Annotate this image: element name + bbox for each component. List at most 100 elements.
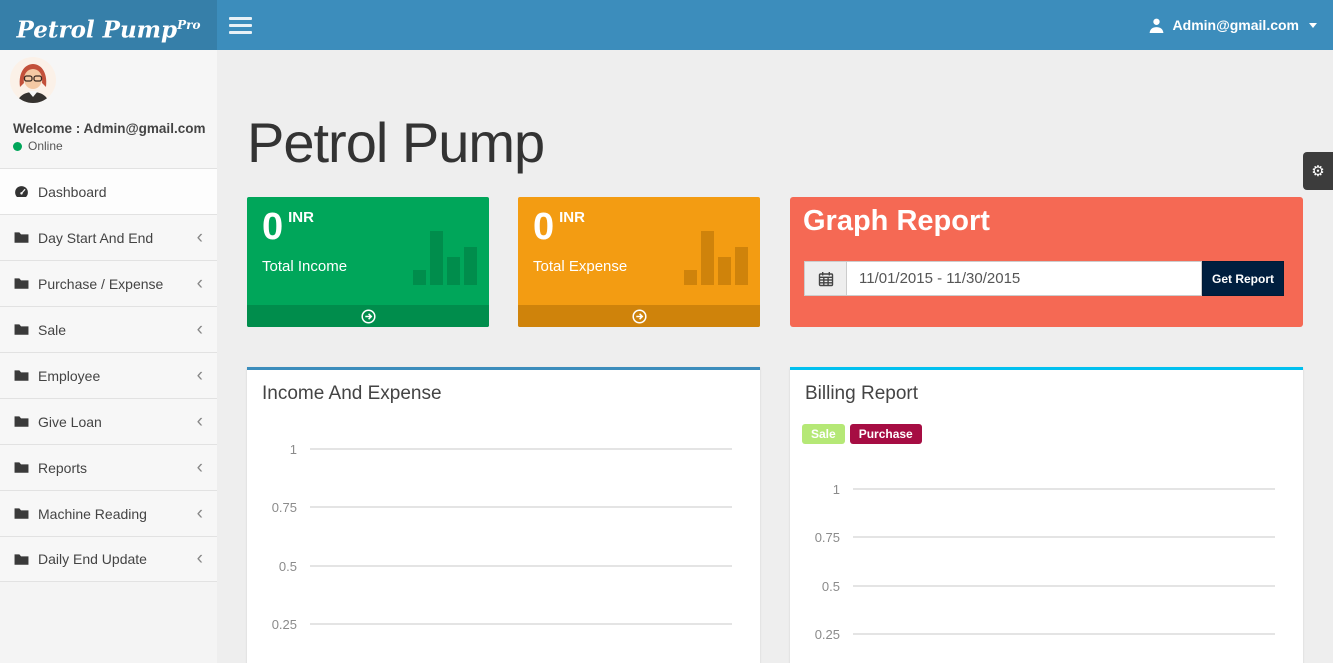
folder-icon xyxy=(14,415,38,428)
circle-arrow-right-icon xyxy=(631,308,647,324)
sidebar-item-label: Reports xyxy=(38,459,88,476)
sidebar-item-day-start-and-end[interactable]: Day Start And End ‹ xyxy=(0,214,217,260)
chevron-left-icon: ‹ xyxy=(196,502,203,524)
sidebar-item-label: Purchase / Expense xyxy=(38,275,164,292)
sidebar-item-label: Machine Reading xyxy=(38,505,147,522)
income-more-info-link[interactable] xyxy=(247,305,489,327)
expense-label: Total Expense xyxy=(533,258,628,275)
billing-report-chart-title: Billing Report xyxy=(805,383,918,404)
sidebar-item-label: Give Loan xyxy=(38,413,102,430)
gridline-row: 0.5 xyxy=(255,556,732,576)
calendar-icon xyxy=(804,261,846,296)
y-tick-label: 0.25 xyxy=(271,616,297,632)
sidebar-item-sale[interactable]: Sale ‹ xyxy=(0,306,217,352)
sidebar-item-purchase-expense[interactable]: Purchase / Expense ‹ xyxy=(0,260,217,306)
chevron-left-icon: ‹ xyxy=(196,410,203,432)
income-currency: INR xyxy=(288,209,314,226)
gear-icon: ⚙ xyxy=(1311,163,1325,180)
sidebar-item-reports[interactable]: Reports ‹ xyxy=(0,444,217,490)
brand-sup: Pro xyxy=(177,18,201,32)
sidebar-item-label: Day Start And End xyxy=(38,229,154,246)
gridline xyxy=(310,448,732,450)
folder-icon xyxy=(14,553,38,566)
gridline-row: 0.75 xyxy=(798,527,1275,547)
y-tick-label: 1 xyxy=(832,481,840,497)
gridline-row: 1 xyxy=(798,479,1275,499)
total-expense-card: 0 INR Total Expense xyxy=(518,197,760,327)
user-icon xyxy=(1148,17,1165,34)
gridline xyxy=(310,623,732,625)
gridline-row: 0.75 xyxy=(255,497,732,517)
sidebar-user-panel: Welcome : Admin@gmail.com Online xyxy=(0,50,217,168)
user-email: Admin@gmail.com xyxy=(1172,17,1299,33)
sidebar-toggle-button[interactable] xyxy=(217,0,263,50)
gridline xyxy=(310,565,732,567)
total-income-card: 0 INR Total Income xyxy=(247,197,489,327)
app-logo[interactable]: Petrol PumpPro xyxy=(0,0,217,50)
gridline xyxy=(853,488,1275,490)
graph-report-title: Graph Report xyxy=(803,205,990,237)
main-content: Petrol Pump 0 INR Total Income 0 INR Total… xyxy=(217,50,1333,663)
sidebar-item-label: Employee xyxy=(38,367,101,384)
top-navbar: Petrol PumpPro Admin@gmail.com xyxy=(0,0,1333,50)
expense-currency: INR xyxy=(559,209,585,226)
chevron-left-icon: ‹ xyxy=(196,364,203,386)
hamburger-icon xyxy=(228,16,252,20)
legend-badge-sale: Sale xyxy=(802,424,845,444)
chart-legend: Sale Purchase xyxy=(802,424,922,444)
gridline xyxy=(310,506,732,508)
folder-icon xyxy=(14,461,38,474)
gridline xyxy=(853,585,1275,587)
expense-more-info-link[interactable] xyxy=(518,305,760,327)
chevron-left-icon: ‹ xyxy=(196,226,203,248)
circle-arrow-right-icon xyxy=(360,308,376,324)
user-avatar xyxy=(10,57,56,103)
folder-icon xyxy=(14,507,38,520)
billing-report-chart-panel: Billing Report Sale Purchase 1 0.75 0.5 … xyxy=(790,367,1303,663)
sidebar-item-label: Daily End Update xyxy=(38,551,147,567)
bar-chart-icon xyxy=(413,231,477,285)
income-expense-chart-title: Income And Expense xyxy=(262,383,442,404)
settings-toggle-button[interactable]: ⚙ xyxy=(1303,152,1333,190)
gridline xyxy=(853,536,1275,538)
sidebar-item-employee[interactable]: Employee ‹ xyxy=(0,352,217,398)
welcome-text: Welcome : Admin@gmail.com xyxy=(13,121,206,136)
legend-badge-purchase: Purchase xyxy=(849,424,922,444)
brand-text: Petrol Pump xyxy=(16,16,178,44)
y-tick-label: 0.75 xyxy=(814,529,840,545)
gridline-row: 0.25 xyxy=(255,614,732,634)
income-label: Total Income xyxy=(262,258,348,275)
income-value: 0 INR xyxy=(262,206,314,248)
date-range-group: 11/01/2015 - 11/30/2015 Get Report xyxy=(804,261,1284,296)
get-report-button[interactable]: Get Report xyxy=(1201,261,1284,296)
chevron-left-icon: ‹ xyxy=(196,456,203,478)
y-tick-label: 0.5 xyxy=(821,578,840,594)
online-status-dot xyxy=(13,141,22,151)
income-expense-chart-panel: Income And Expense 1 0.75 0.5 0.25 xyxy=(247,367,760,663)
y-tick-label: 0.25 xyxy=(814,626,840,642)
dashboard-icon xyxy=(14,184,38,199)
sidebar-item-machine-reading[interactable]: Machine Reading ‹ xyxy=(0,490,217,536)
folder-icon xyxy=(14,323,38,336)
folder-icon xyxy=(14,231,38,244)
user-account-menu[interactable]: Admin@gmail.com xyxy=(1132,0,1333,50)
sidebar-item-label: Dashboard xyxy=(38,183,107,200)
chevron-left-icon: ‹ xyxy=(196,272,203,294)
graph-report-panel: Graph Report 11/01/2015 - 11/30/2015 Get… xyxy=(790,197,1303,327)
gridline xyxy=(853,633,1275,635)
y-tick-label: 0.75 xyxy=(271,499,297,515)
online-status-label: Online xyxy=(28,139,63,153)
sidebar-item-give-loan[interactable]: Give Loan ‹ xyxy=(0,398,217,444)
page-title: Petrol Pump xyxy=(247,111,545,174)
gridline-row: 1 xyxy=(255,439,732,459)
sidebar-item-dashboard[interactable]: Dashboard xyxy=(0,168,217,214)
folder-icon xyxy=(14,369,38,382)
sidebar: Welcome : Admin@gmail.com Online Dashboa… xyxy=(0,50,217,663)
folder-icon xyxy=(14,277,38,290)
date-range-input[interactable]: 11/01/2015 - 11/30/2015 xyxy=(846,261,1202,296)
sidebar-item-label: Sale xyxy=(38,321,67,338)
sidebar-item-daily-end-update[interactable]: Daily End Update ‹ xyxy=(0,536,217,582)
y-tick-label: 1 xyxy=(289,441,297,457)
bar-chart-icon xyxy=(684,231,748,285)
gridline-row: 0.5 xyxy=(798,576,1275,596)
